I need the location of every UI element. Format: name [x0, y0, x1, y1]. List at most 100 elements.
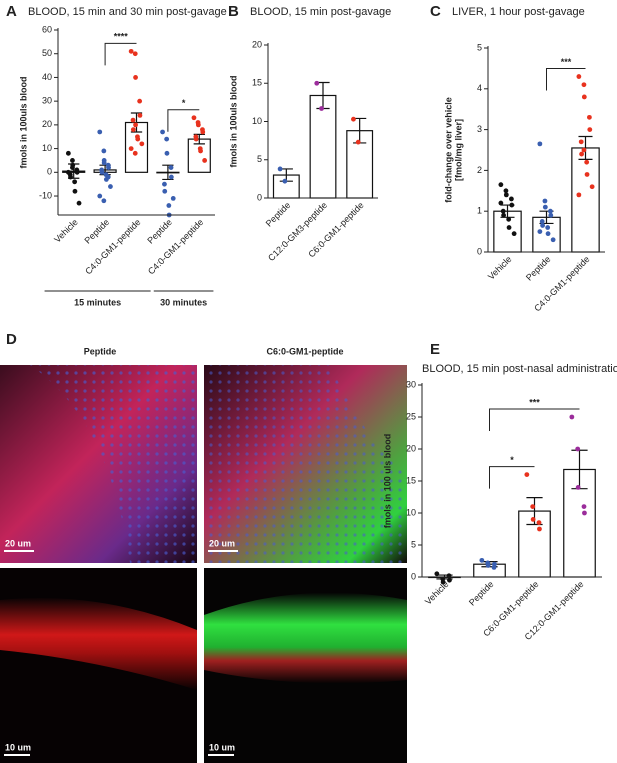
- y-tick-label: 4: [477, 83, 482, 93]
- x-tick-label: Vehicle: [486, 254, 514, 282]
- significance-bracket: [546, 68, 586, 91]
- data-point: [530, 504, 536, 509]
- data-point: [584, 159, 590, 165]
- y-axis-label: fold-change over vehicle: [443, 97, 453, 203]
- panel-letter: C: [430, 3, 441, 20]
- data-point: [137, 98, 143, 104]
- data-point: [503, 188, 509, 194]
- data-point: [582, 510, 587, 516]
- data-point: [65, 169, 71, 175]
- x-tick-label: C4:0-GM1-peptide: [83, 217, 142, 276]
- bar: [571, 147, 600, 253]
- data-point: [501, 212, 506, 218]
- x-tick-label: Peptide: [145, 217, 174, 246]
- data-point: [447, 577, 452, 583]
- panel-title: BLOOD, 15 min post-gavage: [250, 6, 391, 18]
- micrograph-detail: [204, 592, 407, 684]
- data-point: [503, 192, 509, 198]
- data-point: [498, 182, 504, 188]
- data-point: [130, 127, 136, 133]
- y-tick-label: 0: [477, 246, 482, 256]
- data-point: [74, 169, 80, 175]
- x-tick-label: C4:0-GM1-peptide: [146, 217, 205, 276]
- data-point: [72, 179, 78, 185]
- y-tick-label: 10: [252, 116, 262, 126]
- data-point: [130, 117, 136, 123]
- data-point: [530, 517, 536, 522]
- y-tick-label: 20: [406, 443, 416, 453]
- data-point: [589, 184, 595, 190]
- data-point: [108, 184, 113, 189]
- y-tick-label: 30: [406, 379, 416, 389]
- y-axis-label: fmols in 100uls blood: [18, 76, 28, 168]
- data-point: [575, 446, 581, 452]
- y-tick-label: 5: [257, 154, 262, 164]
- data-point: [76, 200, 82, 206]
- data-point: [355, 139, 361, 145]
- scale-bar-label: 20 um: [209, 538, 235, 548]
- significance-bracket: [489, 408, 580, 431]
- panel-title: BLOOD, 15 min post-nasal administration: [422, 363, 617, 375]
- error-bar: [578, 135, 593, 160]
- data-point: [579, 151, 584, 157]
- x-tick-label: Vehicle: [52, 217, 80, 245]
- data-point: [202, 158, 208, 163]
- data-point: [128, 48, 134, 54]
- data-point: [575, 485, 581, 490]
- column-header: Peptide: [84, 346, 117, 356]
- data-point: [314, 80, 320, 86]
- y-axis-label: fmols in 100 uls blood: [382, 434, 392, 529]
- data-point: [545, 225, 551, 230]
- y-axis-label: [fmol/mg liver]: [453, 119, 463, 181]
- panel-letter: B: [228, 3, 239, 20]
- panel-letter: E: [430, 341, 440, 358]
- data-point: [576, 192, 582, 198]
- data-point: [569, 414, 575, 420]
- data-point: [581, 94, 587, 100]
- data-point: [581, 147, 587, 153]
- y-tick-label: -10: [39, 190, 52, 200]
- significance-bracket: [489, 466, 535, 489]
- data-point: [106, 165, 111, 170]
- data-point: [193, 136, 199, 142]
- data-point: [548, 212, 554, 218]
- data-point: [198, 148, 203, 154]
- data-point: [101, 198, 107, 204]
- data-point: [434, 571, 440, 577]
- data-point: [545, 231, 551, 237]
- scale-bar-label: 20 um: [5, 538, 31, 548]
- data-point: [135, 136, 141, 142]
- significance-label: ****: [114, 32, 129, 42]
- bar: [309, 94, 337, 199]
- y-tick-label: 30: [42, 96, 52, 106]
- data-point: [587, 114, 592, 120]
- data-point: [168, 165, 174, 170]
- panel-d: D Peptide C6:0-GM1-peptide 20 um 20 um 1…: [0, 331, 407, 763]
- data-point: [509, 202, 515, 208]
- micrograph-detail: [204, 365, 407, 563]
- significance-label: ***: [529, 397, 540, 407]
- data-point: [97, 129, 103, 135]
- data-point: [524, 472, 530, 477]
- data-point: [164, 136, 170, 142]
- y-tick-label: 20: [42, 119, 52, 129]
- y-tick-label: 60: [42, 24, 52, 34]
- data-point: [200, 129, 206, 135]
- data-point: [542, 204, 548, 210]
- data-point: [351, 116, 356, 122]
- data-point: [68, 174, 73, 180]
- data-point: [164, 150, 170, 156]
- data-point: [99, 169, 105, 175]
- data-point: [139, 141, 145, 147]
- data-point: [537, 229, 543, 235]
- data-point: [133, 75, 138, 80]
- data-point: [168, 174, 174, 180]
- y-tick-label: 0: [257, 192, 262, 202]
- data-point: [537, 526, 542, 532]
- data-point: [539, 219, 545, 224]
- data-point: [550, 237, 556, 243]
- data-point: [587, 127, 593, 132]
- y-tick-label: 3: [477, 124, 482, 134]
- data-point: [195, 122, 201, 128]
- y-tick-label: 0: [411, 571, 416, 581]
